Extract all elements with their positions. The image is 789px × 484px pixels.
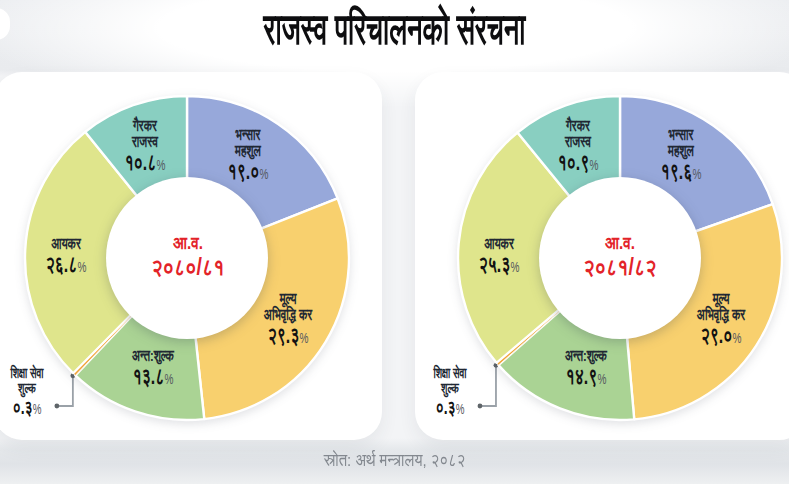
- slice-label-मूल्य अभिवृद्धि कर: मूल्यअभिवृद्धि कर२९.३%: [264, 291, 312, 348]
- slice-label-शिक्षा सेवा शुल्क: शिक्षा सेवाशुल्क०.३%: [10, 366, 43, 418]
- slice-label-शिक्षा सेवा शुल्क: शिक्षा सेवाशुल्क०.३%: [433, 366, 466, 418]
- slice-name: अन्त:शुल्क: [132, 348, 174, 364]
- slice-name: मूल्य: [697, 291, 745, 307]
- slice-percent: २६.८: [46, 252, 78, 277]
- slice-name: भन्सार: [228, 127, 269, 143]
- slice-name: भन्सार: [661, 127, 702, 143]
- slice-percent: १४.९: [566, 364, 598, 389]
- slice-name: गैरकर: [125, 118, 166, 134]
- slice-percent: १९.०: [228, 159, 260, 184]
- slice-label-गैरकर राजस्व: गैरकरराजस्व१०.८%: [125, 118, 166, 175]
- slice-name: गैरकर: [558, 118, 599, 134]
- percent-sign: %: [32, 401, 41, 417]
- slice-name: महशुल: [228, 143, 269, 159]
- percent-sign: %: [164, 371, 173, 387]
- slice-percent: ०.३: [436, 396, 456, 418]
- percent-sign: %: [732, 330, 741, 346]
- slice-percent: १९.६: [661, 159, 693, 184]
- slice-label-आयकर: आयकर२५.३%: [479, 236, 520, 277]
- slice-percent: ०.३: [12, 396, 32, 418]
- slice-name: राजस्व: [558, 134, 599, 150]
- slice-name: अन्त:शुल्क: [565, 348, 607, 364]
- percent-sign: %: [589, 157, 598, 173]
- percent-sign: %: [456, 401, 465, 417]
- slice-name: अभिवृद्धि कर: [264, 307, 312, 323]
- slice-name: शिक्षा सेवा: [10, 366, 43, 381]
- slice-name: शुल्क: [10, 381, 43, 396]
- slice-percent: २९.३: [268, 323, 300, 348]
- percent-sign: %: [597, 371, 606, 387]
- slice-percent: १०.९: [558, 150, 590, 175]
- percent-sign: %: [259, 166, 268, 182]
- slice-name: आयकर: [46, 236, 87, 252]
- percent-sign: %: [156, 157, 165, 173]
- slice-name: आयकर: [479, 236, 520, 252]
- slice-label-भन्सार महशुल: भन्सारमहशुल१९.०%: [228, 127, 269, 184]
- slice-label-अन्त:शुल्क: अन्त:शुल्क१३.८%: [132, 348, 174, 389]
- slice-name: मूल्य: [264, 291, 312, 307]
- slice-percent: १३.८: [133, 364, 165, 389]
- slice-label-अन्त:शुल्क: अन्त:शुल्क१४.९%: [565, 348, 607, 389]
- slice-name: शुल्क: [433, 381, 466, 396]
- slice-percent: २५.३: [479, 252, 511, 277]
- slice-name: शिक्षा सेवा: [433, 366, 466, 381]
- percent-sign: %: [299, 330, 308, 346]
- slice-labels-layer: भन्सारमहशुल१९.०%मूल्यअभिवृद्धि कर२९.३%अन…: [0, 0, 789, 484]
- infographic-canvas: राजस्व परिचालनको संरचना आ.व. २०८०/८१ आ.व…: [0, 0, 789, 484]
- percent-sign: %: [510, 259, 519, 275]
- percent-sign: %: [692, 166, 701, 182]
- slice-percent: २९.०: [701, 323, 733, 348]
- slice-percent: १०.८: [125, 150, 157, 175]
- slice-name: महशुल: [661, 143, 702, 159]
- percent-sign: %: [77, 259, 86, 275]
- slice-label-गैरकर राजस्व: गैरकरराजस्व१०.९%: [558, 118, 599, 175]
- slice-name: राजस्व: [125, 134, 166, 150]
- slice-name: अभिवृद्धि कर: [697, 307, 745, 323]
- slice-label-मूल्य अभिवृद्धि कर: मूल्यअभिवृद्धि कर२९.०%: [697, 291, 745, 348]
- slice-label-भन्सार महशुल: भन्सारमहशुल१९.६%: [661, 127, 702, 184]
- slice-label-आयकर: आयकर२६.८%: [46, 236, 87, 277]
